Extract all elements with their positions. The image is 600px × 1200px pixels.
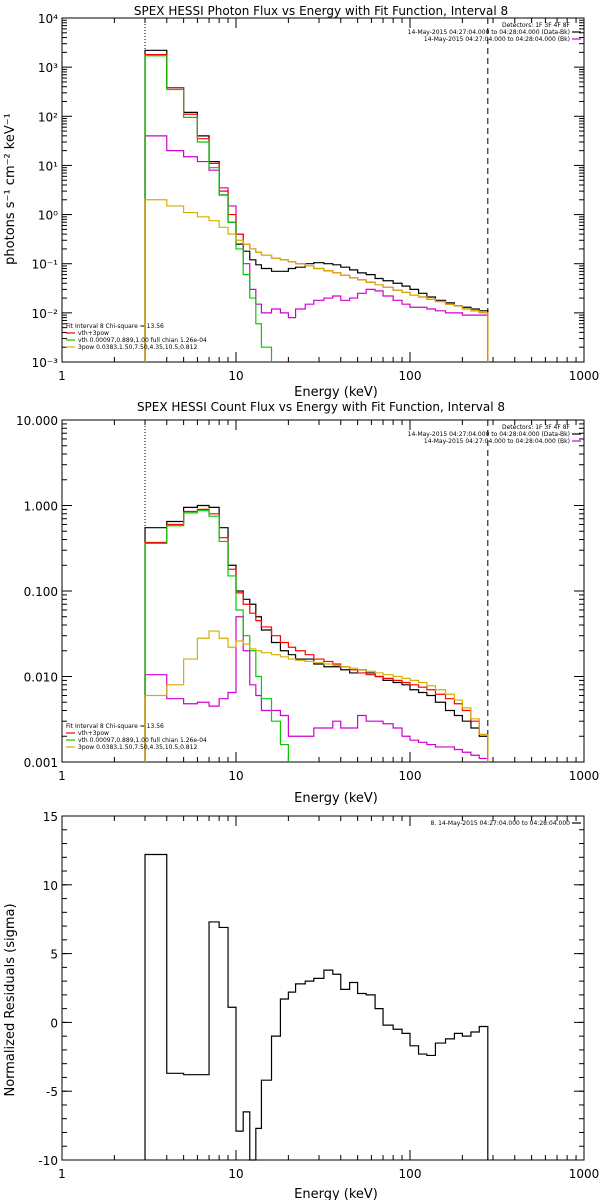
x-tick-label: 1000 (569, 769, 600, 783)
x-tick-label: 10 (228, 769, 243, 783)
data-bk-series (144, 49, 489, 362)
photon-flux-ylabel: photons s⁻¹ cm⁻² keV⁻¹ (3, 113, 18, 265)
vth-series (144, 55, 273, 362)
legend-bottom-entry: vth 0.00097,0.889,1.00 full chian 1.26e-… (78, 737, 207, 744)
x-tick-label: 100 (399, 1167, 422, 1181)
legend-top-entry: 14-May-2015 04:27:04.000 to 04:28:04.000… (424, 36, 570, 43)
photon-flux-xlabel: Energy (keV) (294, 385, 378, 400)
count-flux-panel: SPEX HESSI Count Flux vs Energy with Fit… (16, 400, 599, 806)
y-tick-label: 10² (38, 110, 58, 124)
legend-top-entry: 14-May-2015 04:27:04.000 to 04:28:04.000… (408, 29, 570, 36)
x-tick-label: 1 (58, 769, 66, 783)
y-tick-label: 15 (43, 810, 58, 824)
y-tick-label: -10 (38, 1154, 58, 1168)
photon-flux-panel: SPEX HESSI Photon Flux vs Energy with Fi… (3, 4, 599, 400)
count-flux-title: SPEX HESSI Count Flux vs Energy with Fit… (137, 400, 505, 414)
y-tick-label: 0.010 (24, 671, 58, 685)
plot-frame-1 (61, 419, 585, 763)
vth+3pow-series (144, 54, 489, 362)
y-tick-label: 10⁰ (38, 209, 58, 223)
x-tick-label: 1 (58, 369, 66, 383)
residuals-xlabel: Energy (keV) (294, 1187, 378, 1200)
x-tick-label: 1000 (569, 369, 600, 383)
data-bk-series (144, 504, 489, 762)
y-tick-label: 0.100 (24, 585, 58, 599)
y-tick-label: 10⁴ (38, 12, 58, 26)
count-flux-xlabel: Energy (keV) (294, 791, 378, 806)
y-tick-label: 10³ (38, 61, 58, 75)
residuals-series (144, 853, 489, 1161)
x-tick-label: 10 (228, 1167, 243, 1181)
legend-top-entry: 14-May-2015 04:27:04.000 to 04:28:04.000… (408, 431, 570, 438)
legend-bottom-entry: Fit Interval 8 Chi-square = 13.56 (66, 323, 164, 330)
x-tick-label: 100 (399, 369, 422, 383)
y-tick-label: 1.000 (24, 500, 58, 514)
y-tick-label: 0 (50, 1016, 58, 1030)
legend-top-entry: Detectors: 1F 3F 4F 8F (502, 424, 571, 431)
x-tick-label: 1 (58, 1167, 66, 1181)
legend-bottom-entry: 3pow 0.0383,1.50,7.50,4.35,10.5,0.812 (78, 344, 197, 351)
plot-frame-2 (61, 815, 585, 1161)
y-tick-label: -5 (46, 1085, 58, 1099)
y-tick-label: 10⁻² (32, 307, 59, 321)
vth+3pow-series (144, 508, 489, 762)
legend-bottom-entry: 3pow 0.0383,1.50,7.50,4.35,10.5,0.812 (78, 744, 197, 751)
x-tick-label: 10 (228, 369, 243, 383)
bk-series (144, 616, 489, 762)
y-tick-label: 5 (50, 948, 58, 962)
3pow-series (144, 199, 489, 362)
legend-top-entry: Detectors: 1F 3F 4F 8F (502, 22, 571, 29)
bk-series (144, 135, 489, 362)
legend-top-entry: 8. 14-May-2015 04:27:04.000 to 04:28:04.… (430, 820, 570, 827)
3pow-series (144, 630, 489, 762)
y-tick-label: 10.000 (16, 414, 58, 428)
legend-bottom-entry: vth+3pow (78, 730, 109, 737)
y-tick-label: 10⁻³ (32, 356, 59, 370)
y-tick-label: 10⁻¹ (32, 258, 59, 272)
x-tick-label: 1000 (569, 1167, 600, 1181)
legend-bottom-entry: vth 0.00097,0.889,1.00 full chian 1.26e-… (78, 337, 207, 344)
plot-frame-0 (61, 17, 585, 363)
photon-flux-title: SPEX HESSI Photon Flux vs Energy with Fi… (134, 4, 508, 18)
y-tick-label: 0.001 (24, 756, 58, 770)
vth-series (144, 510, 289, 762)
x-tick-label: 100 (399, 769, 422, 783)
residuals-panel: Energy (keV) Normalized Residuals (sigma… (3, 810, 599, 1200)
legend-top-entry: 14-May-2015 04:27:04.000 to 04:28:04.000… (424, 438, 570, 445)
y-tick-label: 10¹ (38, 159, 58, 173)
y-tick-label: 10 (43, 879, 58, 893)
legend-bottom-entry: vth+3pow (78, 330, 109, 337)
legend-bottom-entry: Fit Interval 8 Chi-square = 13.56 (66, 723, 164, 730)
residuals-ylabel: Normalized Residuals (sigma) (3, 903, 18, 1096)
